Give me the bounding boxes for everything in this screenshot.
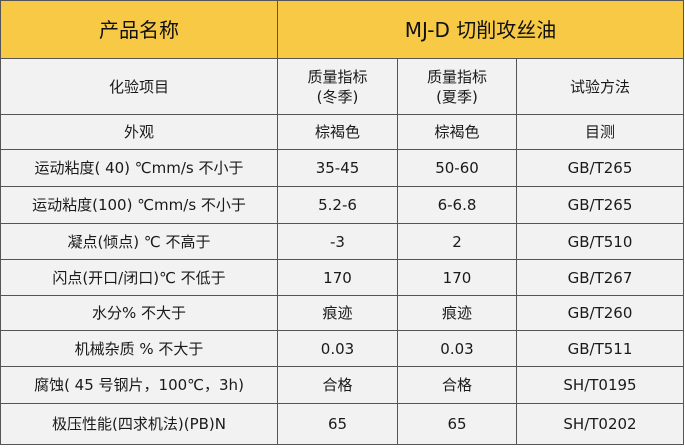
- row-method: GB/T265: [516, 149, 684, 187]
- column-header-winter: 质量指标 (冬季): [277, 58, 398, 115]
- table-row: 运动粘度( 40) ℃mm/s 不小于 35-45 50-60 GB/T265: [0, 149, 684, 187]
- table-row: 机械杂质 % 不大于 0.03 0.03 GB/T511: [0, 330, 684, 367]
- column-header-summer-line1: 质量指标: [426, 67, 487, 86]
- row-winter-value: 棕褐色: [277, 114, 398, 150]
- row-winter-value: 痕迹: [277, 295, 398, 331]
- row-summer-value: 0.03: [397, 330, 517, 367]
- table-row: 运动粘度(100) ℃mm/s 不小于 5.2-6 6-6.8 GB/T265: [0, 186, 684, 224]
- row-method: 目测: [516, 114, 684, 150]
- product-name-label: 产品名称: [0, 0, 278, 59]
- table-row: 水分% 不大于 痕迹 痕迹 GB/T260: [0, 295, 684, 331]
- row-item: 腐蚀( 45 号钢片，100℃，3h): [0, 366, 278, 404]
- row-item: 机械杂质 % 不大于: [0, 330, 278, 367]
- column-header-item: 化验项目: [0, 58, 278, 115]
- product-header-row: 产品名称 MJ-D 切削攻丝油: [0, 0, 684, 59]
- column-header-method: 试验方法: [516, 58, 684, 115]
- column-header-row: 化验项目 质量指标 (冬季) 质量指标 (夏季) 试验方法: [0, 58, 684, 115]
- row-winter-value: 0.03: [277, 330, 398, 367]
- row-method: GB/T511: [516, 330, 684, 367]
- column-header-winter-line2: (冬季): [316, 87, 359, 106]
- row-summer-value: 50-60: [397, 149, 517, 187]
- row-method: GB/T510: [516, 223, 684, 260]
- column-header-winter-line1: 质量指标: [307, 67, 368, 86]
- row-winter-value: 合格: [277, 366, 398, 404]
- column-header-summer: 质量指标 (夏季): [397, 58, 517, 115]
- row-summer-value: 棕褐色: [397, 114, 517, 150]
- row-summer-value: 170: [397, 259, 517, 296]
- row-winter-value: 65: [277, 403, 398, 445]
- table-row: 外观 棕褐色 棕褐色 目测: [0, 114, 684, 150]
- row-summer-value: 65: [397, 403, 517, 445]
- row-item: 凝点(倾点) ℃ 不高于: [0, 223, 278, 260]
- row-method: GB/T260: [516, 295, 684, 331]
- table-row: 闪点(开口/闭口)℃ 不低于 170 170 GB/T267: [0, 259, 684, 296]
- row-summer-value: 合格: [397, 366, 517, 404]
- row-method: SH/T0195: [516, 366, 684, 404]
- row-winter-value: 170: [277, 259, 398, 296]
- row-item: 闪点(开口/闭口)℃ 不低于: [0, 259, 278, 296]
- column-header-summer-line2: (夏季): [436, 87, 478, 106]
- row-method: GB/T267: [516, 259, 684, 296]
- row-winter-value: 5.2-6: [277, 186, 398, 224]
- table-row: 极压性能(四求机法)(PB)N 65 65 SH/T0202: [0, 403, 684, 445]
- row-summer-value: 痕迹: [397, 295, 517, 331]
- row-item: 运动粘度(100) ℃mm/s 不小于: [0, 186, 278, 224]
- row-method: SH/T0202: [516, 403, 684, 445]
- row-item: 外观: [0, 114, 278, 150]
- row-method: GB/T265: [516, 186, 684, 224]
- row-item: 极压性能(四求机法)(PB)N: [0, 403, 278, 445]
- row-summer-value: 2: [397, 223, 517, 260]
- table-row: 腐蚀( 45 号钢片，100℃，3h) 合格 合格 SH/T0195: [0, 366, 684, 404]
- row-item: 水分% 不大于: [0, 295, 278, 331]
- row-summer-value: 6-6.8: [397, 186, 517, 224]
- row-item: 运动粘度( 40) ℃mm/s 不小于: [0, 149, 278, 187]
- product-name-value: MJ-D 切削攻丝油: [277, 0, 684, 59]
- table-row: 凝点(倾点) ℃ 不高于 -3 2 GB/T510: [0, 223, 684, 260]
- row-winter-value: 35-45: [277, 149, 398, 187]
- row-winter-value: -3: [277, 223, 398, 260]
